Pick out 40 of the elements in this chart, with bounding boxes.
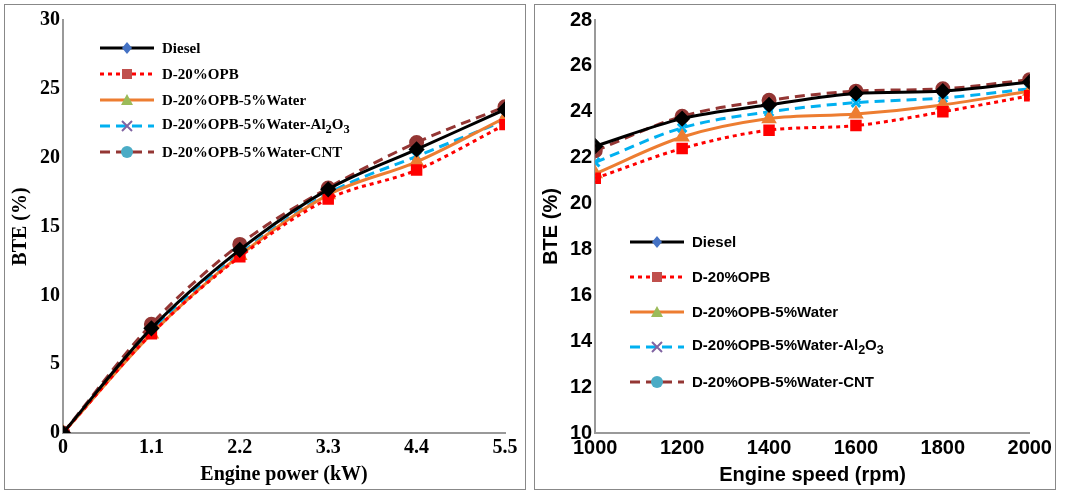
legend-label: D-20%OPB-5%Water-Al$_{2}$O$_{3}$ (692, 336, 884, 357)
y-tick-label: 16 (570, 282, 593, 305)
legend-label: D-20%OPB (162, 65, 239, 83)
legend-label: Diesel (692, 233, 737, 250)
y-tick-label: 5 (50, 351, 60, 374)
y-tick-label: 22 (570, 145, 593, 168)
legend-label: D-20%OPB-5%Water-CNT (162, 143, 343, 161)
x-tick-label: 2.2 (227, 435, 253, 458)
legend-label: Diesel (162, 39, 201, 57)
legend-label: D-20%OPB-5%Water-Al$_{2}$O$_{3}$ (162, 115, 350, 137)
y-tick-label: 10 (40, 282, 60, 305)
x-axis-title: Engine speed (rpm) (719, 462, 906, 485)
y-tick-label: 24 (570, 99, 594, 122)
x-tick-label: 2000 (1007, 435, 1052, 458)
x-tick-label: 1.1 (138, 435, 164, 458)
y-tick-label: 15 (40, 213, 60, 236)
x-tick-label: 5.5 (492, 435, 518, 458)
y-tick-label: 28 (570, 7, 593, 30)
y-tick-label: 14 (570, 328, 594, 351)
y-tick-label: 0 (50, 420, 60, 443)
y-axis-title: BTE (%) (538, 188, 561, 265)
y-tick-label: 30 (40, 7, 60, 30)
y-axis-title: BTE (%) (8, 187, 32, 266)
legend-label: D-20%OPB-5%Water (162, 91, 307, 109)
y-tick-label: 26 (570, 53, 593, 76)
y-tick-label: 20 (40, 144, 60, 167)
x-tick-label: 1800 (920, 435, 966, 458)
x-tick-label: 4.4 (404, 435, 430, 458)
x-tick-label: 1200 (659, 435, 705, 458)
y-tick-label: 18 (570, 236, 593, 259)
x-tick-label: 1400 (746, 435, 792, 458)
y-tick-label: 25 (40, 76, 60, 99)
legend-label: D-20%OPB (692, 268, 771, 285)
x-tick-label: 3.3 (315, 435, 341, 458)
x-axis-title: Engine power (kW) (200, 462, 368, 486)
legend-label: D-20%OPB-5%Water-CNT (692, 373, 874, 390)
legend-label: D-20%OPB-5%Water (692, 303, 839, 320)
y-tick-label: 12 (570, 374, 593, 397)
y-tick-label: 20 (570, 191, 593, 214)
x-tick-label: 1600 (833, 435, 879, 458)
